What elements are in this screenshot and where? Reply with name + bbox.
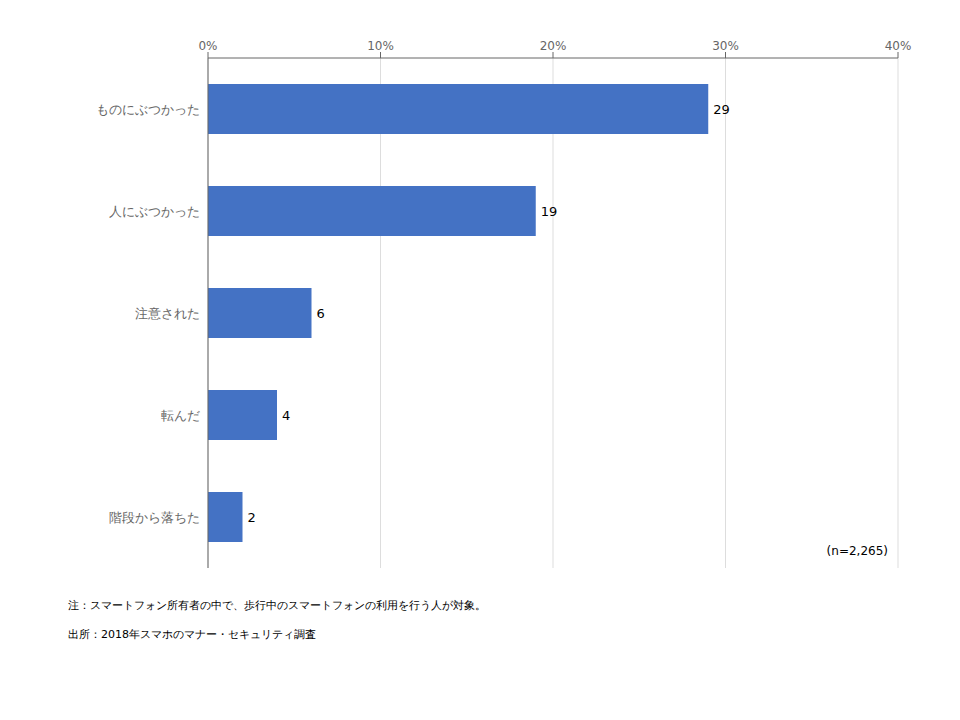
svg-text:10%: 10% bbox=[367, 39, 394, 53]
svg-text:階段から落ちた: 階段から落ちた bbox=[109, 510, 200, 525]
svg-text:ものにぶつかった: ものにぶつかった bbox=[96, 102, 200, 117]
html-text:(n=2,265): (n=2,265) bbox=[826, 544, 888, 558]
svg-text:40%: 40% bbox=[885, 39, 912, 53]
svg-text:注意された: 注意された bbox=[135, 306, 200, 321]
svg-text:6: 6 bbox=[317, 306, 325, 321]
svg-text:0%: 0% bbox=[198, 39, 217, 53]
svg-text:19: 19 bbox=[541, 204, 558, 219]
svg-text:2: 2 bbox=[248, 510, 256, 525]
svg-text:人にぶつかった: 人にぶつかった bbox=[109, 204, 200, 219]
svg-text:30%: 30% bbox=[712, 39, 739, 53]
html-text:注：スマートフォン所有者の中で、歩行中のスマートフォンの利用: 注：スマートフォン所有者の中で、歩行中のスマートフォンの利用を行う人が対象。 bbox=[68, 599, 486, 612]
svg-text:29: 29 bbox=[713, 102, 730, 117]
svg-text:4: 4 bbox=[282, 408, 290, 423]
html-text:出所：2018年スマホのマナー・セキュリティ調査: 出所：2018年スマホのマナー・セキュリティ調査 bbox=[68, 628, 316, 641]
svg-text:転んだ: 転んだ bbox=[161, 408, 200, 423]
svg-text:20%: 20% bbox=[540, 39, 567, 53]
